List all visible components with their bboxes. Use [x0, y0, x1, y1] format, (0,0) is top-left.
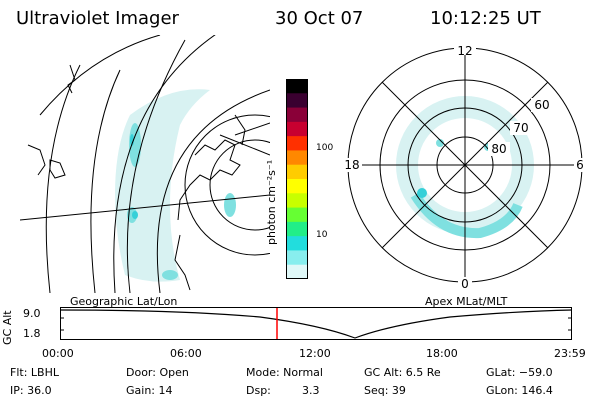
- colorbar-band: [286, 121, 308, 137]
- mlat-label-70: 70: [513, 121, 528, 135]
- colorbar-band: [286, 93, 308, 109]
- dsp-info-label: Dsp:: [246, 384, 271, 397]
- polar-plot-panel: 12 18 6 0 60 70 80: [340, 45, 590, 295]
- colorbar-band: [286, 150, 308, 166]
- timeline-ytick-low: 1.8: [23, 327, 41, 340]
- instrument-title: Ultraviolet Imager: [16, 8, 179, 29]
- time-label: 10:12:25 UT: [430, 8, 541, 29]
- date-label: 30 Oct 07: [275, 8, 364, 29]
- colorbar-band: [286, 164, 308, 180]
- time-tick-1800: 18:00: [426, 347, 458, 360]
- colorbar-title: photon cm⁻²s⁻¹: [265, 159, 278, 245]
- timeline-axis-title: GC Alt: [1, 310, 14, 345]
- colorbar-band: [286, 236, 308, 251]
- colorbar-band: [286, 193, 308, 209]
- mode-info: Mode: Normal: [246, 366, 323, 379]
- altitude-timeline: [60, 307, 572, 340]
- colorbar-band: [286, 221, 308, 237]
- colorbar-band: [286, 264, 308, 279]
- time-tick-2359: 23:59: [554, 347, 586, 360]
- altitude-curve: [60, 309, 572, 339]
- mlt-label-0: 0: [461, 277, 469, 291]
- time-tick-0600: 06:00: [170, 347, 202, 360]
- geographic-map: [20, 35, 270, 293]
- colorbar-band: [286, 250, 308, 266]
- colorbar-scale: [286, 79, 308, 279]
- aurora-oval-geo: [115, 89, 210, 282]
- seq-info: Seq: 39: [364, 384, 406, 397]
- geographic-label: Geographic Lat/Lon: [70, 295, 178, 308]
- glat-info: GLat: −59.0: [486, 366, 553, 379]
- colorbar: [286, 79, 308, 279]
- apex-label: Apex MLat/MLT: [425, 295, 508, 308]
- ip-info: IP: 36.0: [10, 384, 52, 397]
- mlat-label-60: 60: [534, 98, 549, 112]
- filter-info: Flt: LBHL: [10, 366, 59, 379]
- colorbar-band: [286, 136, 308, 151]
- mlt-label-12: 12: [457, 45, 472, 58]
- mlat-label-80: 80: [491, 142, 506, 156]
- mlt-label-6: 6: [576, 158, 584, 172]
- colorbar-tick-10: 10: [316, 230, 328, 240]
- dsp-info-value: 3.3: [302, 384, 320, 397]
- time-tick-1200: 12:00: [299, 347, 331, 360]
- door-info: Door: Open: [126, 366, 189, 379]
- time-tick-0000: 00:00: [42, 347, 74, 360]
- geographic-map-panel: [20, 35, 270, 293]
- island-outline: [49, 159, 66, 179]
- colorbar-band: [286, 107, 308, 123]
- polar-plot: 12 18 6 0 60 70 80: [342, 45, 588, 291]
- timeline-ytick-high: 9.0: [23, 307, 41, 320]
- colorbar-band: [286, 207, 308, 223]
- gain-info: Gain: 14: [126, 384, 173, 397]
- colorbar-tick-100: 100: [316, 143, 334, 153]
- altitude-timeline-plot: [60, 307, 572, 340]
- colorbar-band: [286, 79, 308, 94]
- mlt-label-18: 18: [344, 158, 359, 172]
- colorbar-band: [286, 179, 308, 194]
- gc-alt-info: GC Alt: 6.5 Re: [364, 366, 441, 379]
- glon-info: GLon: 146.4: [486, 384, 553, 397]
